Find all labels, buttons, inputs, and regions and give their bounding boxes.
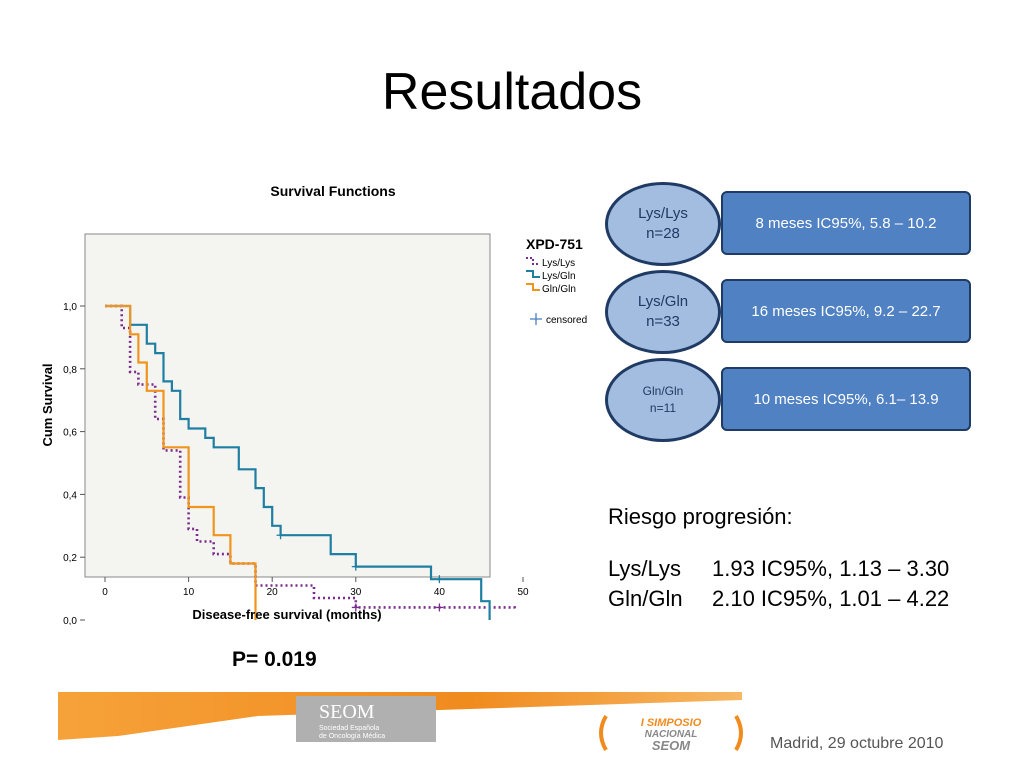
series-line (105, 304, 257, 620)
legend-title: XPD-751 (526, 236, 583, 252)
legend-label: Gln/Gln (542, 284, 576, 295)
group-row-lys-gln: Lys/Gln n=33 16 meses IC95%, 9.2 – 22.7 (605, 270, 975, 354)
x-axis-label: Disease-free survival (months) (192, 607, 381, 622)
seom-logo-subtitle-2: de Oncología Médica (319, 733, 385, 740)
series-line (105, 304, 516, 611)
series-line (105, 304, 491, 620)
y-tick-label: 0,6 (63, 428, 77, 439)
legend-swatch (526, 283, 540, 291)
risk-section: Riesgo progresión: Lys/Lys 1.93 IC95%, 1… (608, 504, 949, 616)
genotype-label: Lys/Lys (638, 205, 688, 222)
risk-value: 2.10 IC95%, 1.01 – 4.22 (712, 586, 950, 611)
simposio-logo: I SIMPOSIO NACIONAL SEOM (599, 714, 743, 753)
risk-value: 1.93 IC95%, 1.13 – 3.30 (712, 556, 950, 581)
risk-row: Gln/Gln 2.10 IC95%, 1.01 – 4.22 (608, 586, 949, 612)
genotype-label: Lys/Gln (637, 293, 689, 310)
slide-title: Resultados (381, 63, 643, 121)
result-box: 8 meses IC95%, 5.8 – 10.2 (721, 191, 971, 255)
genotype-n: n=33 (646, 313, 680, 330)
legend-label: Lys/Gln (542, 271, 576, 282)
risk-heading: Riesgo progresión: (608, 504, 793, 529)
series-layer (105, 304, 516, 620)
seom-footer-band: SEOM Sociedad Española de Oncología Médi… (58, 692, 742, 742)
orange-band (58, 692, 742, 740)
genotype-n: n=28 (646, 225, 680, 242)
genotype-ellipse: Gln/Gln n=11 (605, 358, 721, 442)
group-row-gln-gln: Gln/Gln n=11 10 meses IC95%, 6.1– 13.9 (605, 358, 975, 442)
simposio-line-2: NACIONAL (645, 729, 698, 740)
y-tick-label: 0,2 (63, 553, 77, 564)
footer-date: Madrid, 29 octubre 2010 (770, 735, 944, 752)
genotype-ellipse: Lys/Lys n=28 (605, 182, 721, 266)
risk-group: Gln/Gln (608, 586, 683, 611)
y-axis-label: Cum Survival (40, 363, 55, 446)
x-tick-label: 40 (434, 587, 446, 598)
logo-bracket-left (599, 714, 608, 752)
seom-logo-panel (296, 696, 436, 742)
legend-swatch (526, 270, 540, 278)
result-box: 16 meses IC95%, 9.2 – 22.7 (721, 279, 971, 343)
x-tick-label: 50 (517, 587, 529, 598)
logo-bracket-right (734, 714, 743, 752)
risk-row: Lys/Lys 1.93 IC95%, 1.13 – 3.30 (608, 556, 949, 582)
genotype-ellipse: Lys/Gln n=33 (605, 270, 721, 354)
p-value: P= 0.019 (232, 648, 317, 671)
x-tick-label: 10 (183, 587, 195, 598)
survival-chart: Survival Functions 0,0 0,2 0,4 0,6 0,8 1,0 0 1… (30, 175, 610, 627)
chart-title: Survival Functions (270, 183, 395, 199)
risk-group: Lys/Lys (608, 556, 681, 581)
genotype-n: n=11 (649, 401, 677, 415)
legend-censored-label: censored (546, 315, 587, 326)
y-tick-label: 1,0 (63, 302, 77, 313)
y-tick-label: 0,4 (63, 490, 77, 501)
x-tick-label: 30 (350, 587, 362, 598)
seom-logo-text: SEOM (319, 701, 375, 723)
genotype-label: Gln/Gln (642, 384, 684, 398)
simposio-line-1: I SIMPOSIO (641, 717, 702, 729)
x-tick-label: 20 (267, 587, 279, 598)
plot-area (84, 233, 491, 578)
legend-swatch (526, 257, 540, 265)
x-tick-label: 0 (102, 587, 108, 598)
x-axis: 0 10 20 30 40 50 (102, 577, 529, 598)
result-box: 10 meses IC95%, 6.1– 13.9 (721, 367, 971, 431)
chart-legend: XPD-751 Lys/Lys Lys/Gln Gln/Gln censored (526, 236, 587, 326)
y-tick-label: 0,0 (63, 616, 77, 625)
legend-label: Lys/Lys (542, 258, 575, 269)
survival-chart-svg: Survival Functions 0,0 0,2 0,4 0,6 0,8 1,0 0 1… (40, 183, 587, 627)
simposio-line-3: SEOM (652, 738, 691, 753)
y-axis: 0,0 0,2 0,4 0,6 0,8 1,0 (63, 302, 85, 627)
y-tick-label: 0,8 (63, 365, 77, 376)
seom-logo-subtitle-1: Sociedad Española (319, 725, 379, 732)
group-row-lys-lys: Lys/Lys n=28 8 meses IC95%, 5.8 – 10.2 (605, 182, 975, 266)
